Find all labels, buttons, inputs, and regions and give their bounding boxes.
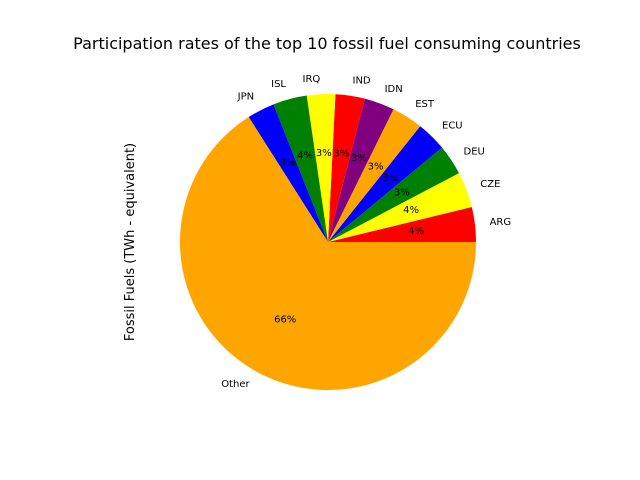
slice-pct-est: 3% <box>368 162 384 173</box>
slice-pct-idn: 3% <box>351 153 367 164</box>
y-axis-label: Fossil Fuels (TWh - equivalent) <box>123 143 138 341</box>
slice-pct-ecu: 3% <box>382 173 398 184</box>
slice-label-deu: DEU <box>464 146 485 157</box>
slice-pct-irq: 3% <box>316 148 332 159</box>
chart-title: Participation rates of the top 10 fossil… <box>73 34 581 53</box>
slice-label-idn: IDN <box>385 84 403 95</box>
slice-pct-cze: 4% <box>403 205 419 216</box>
slice-label-arg: ARG <box>490 217 512 228</box>
slice-pct-ind: 3% <box>333 149 349 160</box>
slice-pct-other: 66% <box>274 314 296 325</box>
slice-label-jpn: JPN <box>237 91 254 102</box>
slice-label-isl: ISL <box>271 79 286 90</box>
slice-label-ind: IND <box>353 76 371 87</box>
slice-pct-arg: 4% <box>408 226 424 237</box>
slice-label-ecu: ECU <box>442 120 463 131</box>
slice-label-cze: CZE <box>480 179 500 190</box>
slice-pct-isl: 4% <box>297 151 313 162</box>
slice-label-irq: IRQ <box>303 74 321 85</box>
slice-label-est: EST <box>415 99 435 110</box>
pie-slices <box>180 94 476 390</box>
slice-label-other: Other <box>221 379 250 390</box>
slice-pct-jpn: 3% <box>280 157 296 168</box>
slice-pct-deu: 3% <box>394 187 410 198</box>
